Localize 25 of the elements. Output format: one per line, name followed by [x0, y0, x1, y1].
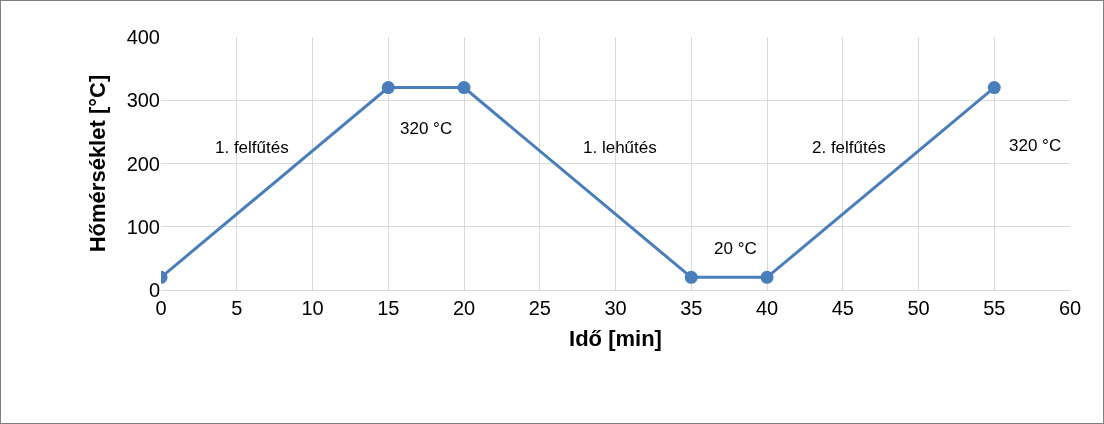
- annotation: 1. lehűtés: [583, 138, 657, 157]
- annotation: 320 °C: [1009, 136, 1062, 155]
- x-tick-label: 35: [680, 297, 703, 319]
- x-tick-label: 30: [604, 297, 627, 319]
- x-tick-label: 40: [755, 297, 779, 319]
- x-axis-title: Idő [min]: [569, 325, 662, 351]
- y-tick-label: 400: [126, 26, 160, 48]
- y-axis-title: Hőmérséklet [°C]: [85, 74, 111, 253]
- annotation: 1. felfűtés: [215, 138, 289, 157]
- y-tick-label: 100: [126, 215, 160, 238]
- x-tick-label: 15: [377, 297, 400, 319]
- x-tick-label: 45: [831, 297, 854, 319]
- x-tick-label: 60: [1058, 297, 1082, 319]
- annotation: 320 °C: [400, 119, 453, 138]
- x-tick-label: 10: [301, 297, 324, 319]
- annotation: 2. felfűtés: [812, 138, 886, 157]
- x-tick-label: 5: [231, 297, 243, 319]
- annotation: 20 °C: [714, 239, 757, 258]
- x-tick-label: 55: [983, 297, 1006, 319]
- x-tick-label: 20: [452, 297, 476, 319]
- y-tick-label: 0: [148, 279, 160, 301]
- y-tick-label: 200: [126, 152, 160, 175]
- x-tick-label: 25: [528, 297, 551, 319]
- y-tick-label: 300: [126, 89, 160, 112]
- x-tick-label: 50: [907, 297, 930, 319]
